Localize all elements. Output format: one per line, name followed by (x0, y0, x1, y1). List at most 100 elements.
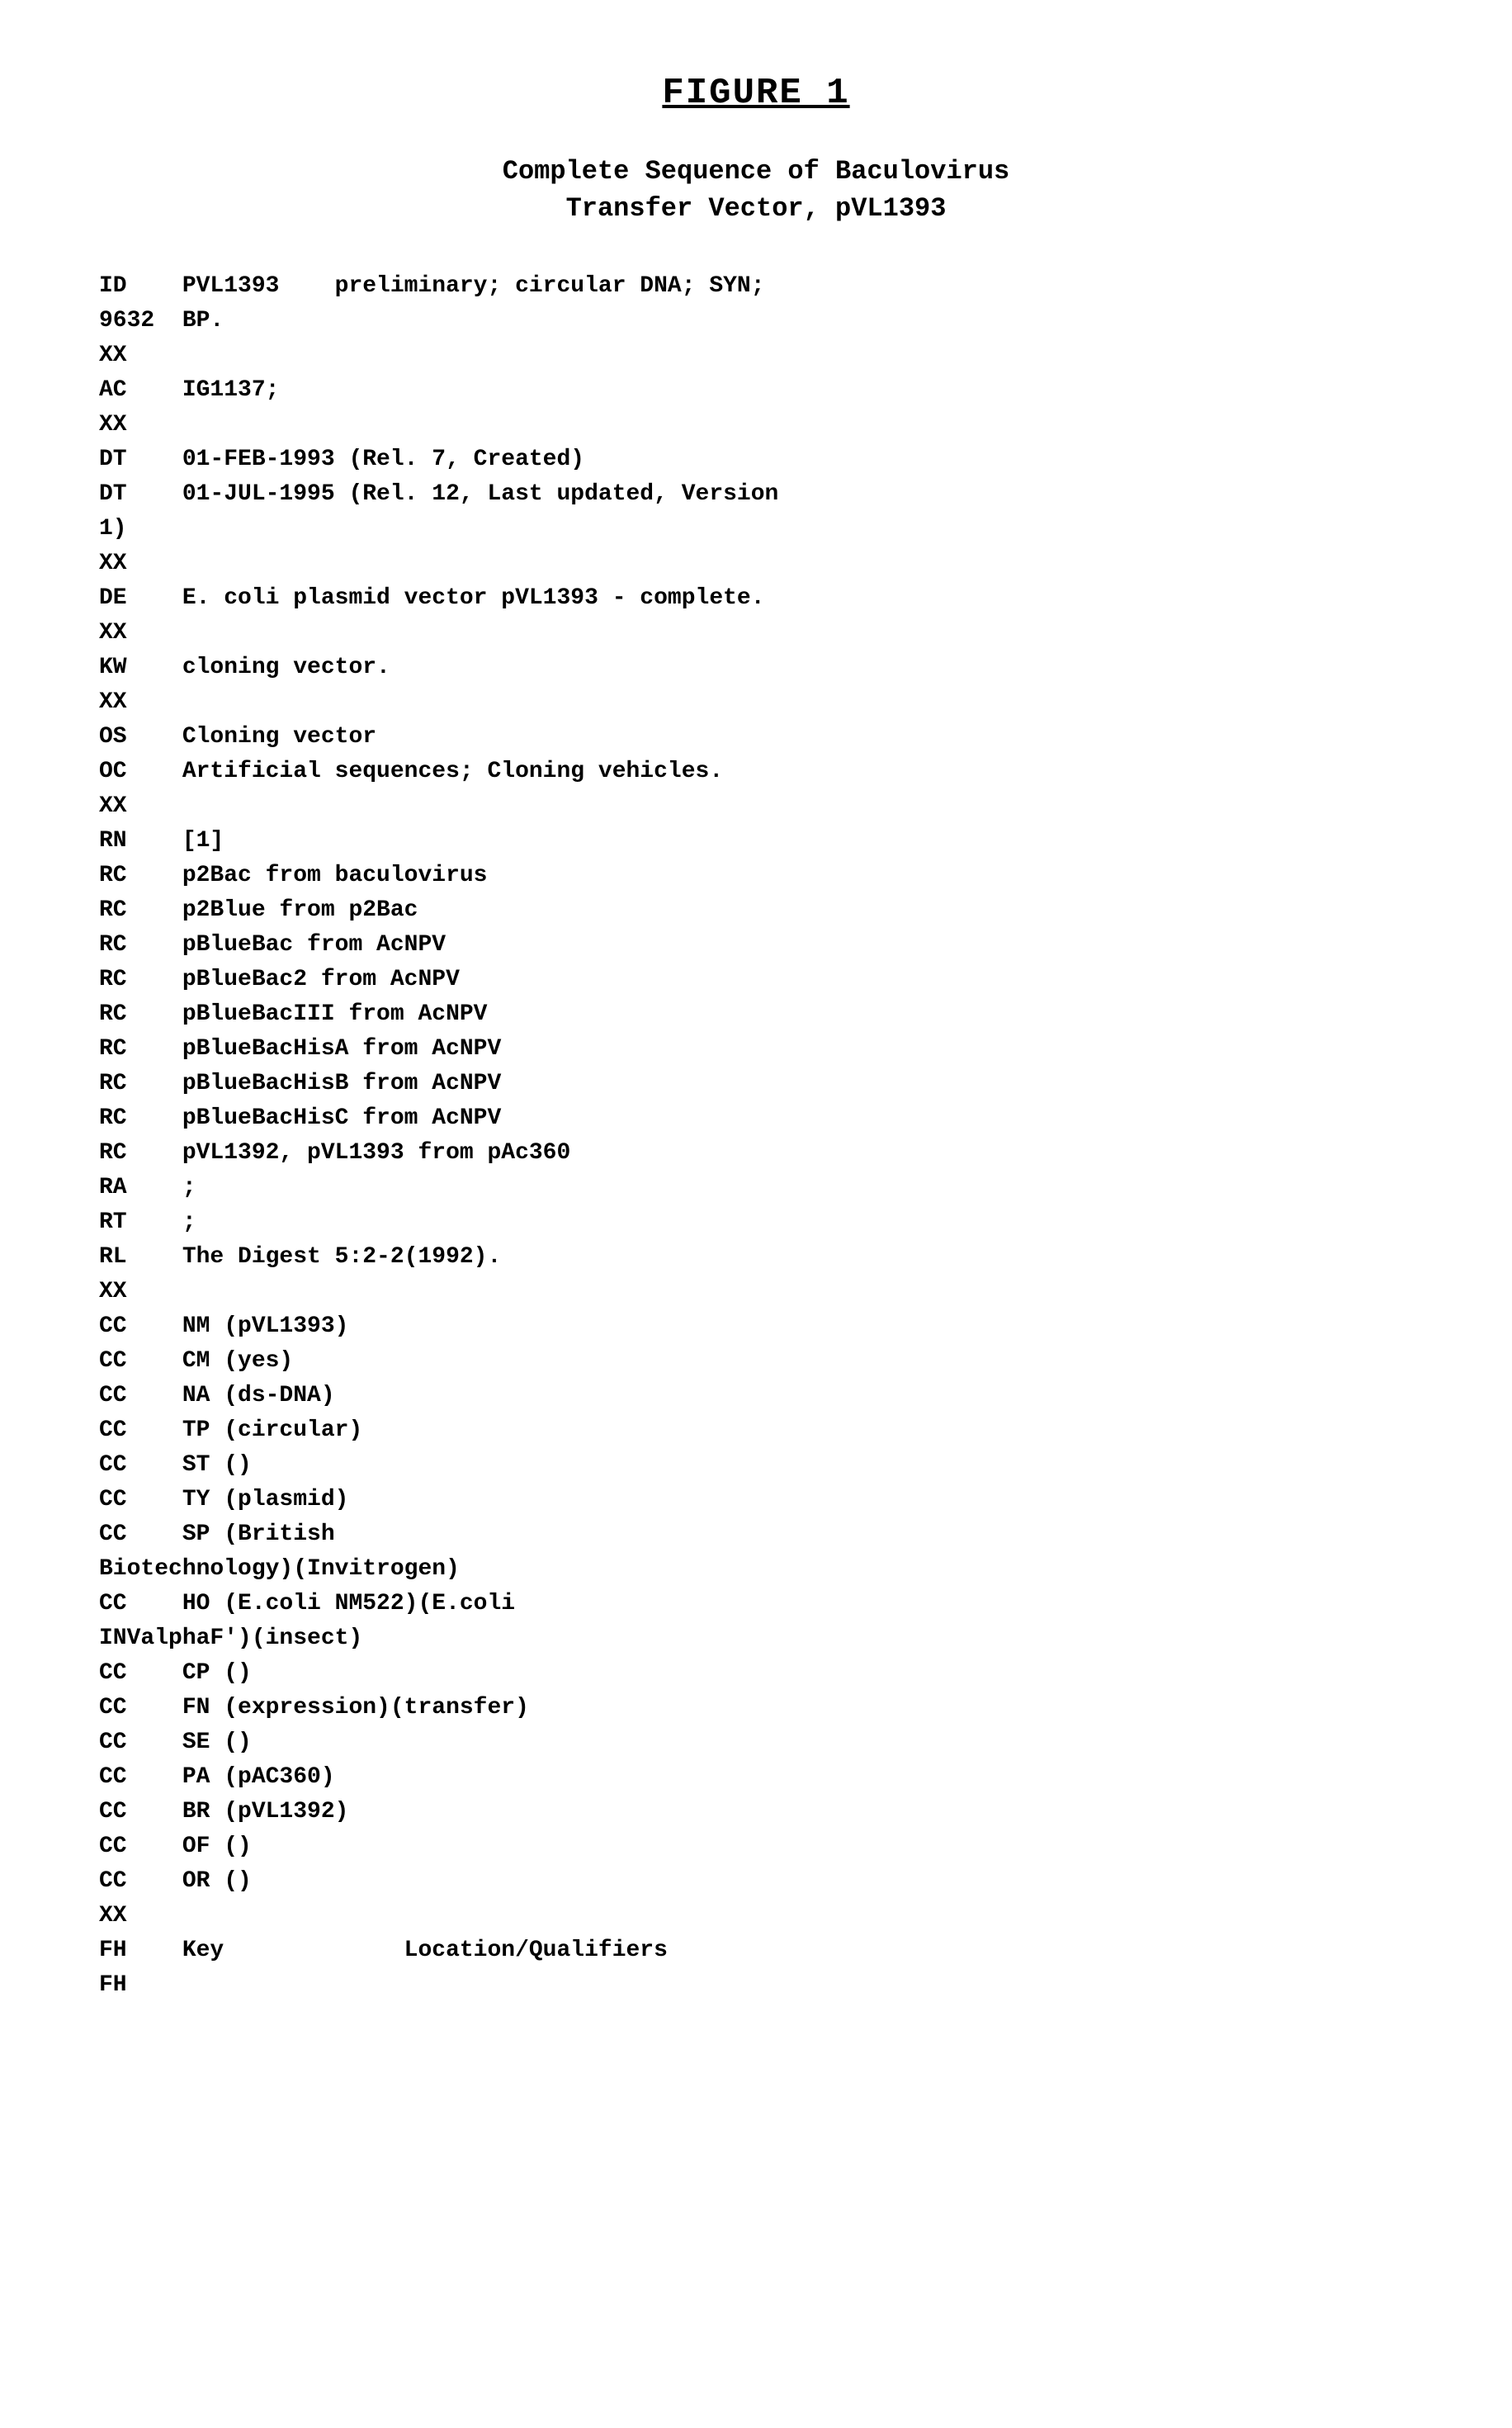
record-line: CCSE () (99, 1725, 1413, 1760)
record-line: CCSP (British (99, 1517, 1413, 1552)
record-code: RC (99, 1101, 182, 1136)
record-line: CCPA (pAC360) (99, 1760, 1413, 1795)
subtitle: Complete Sequence of Baculovirus Transfe… (302, 154, 1210, 228)
record-text: ST () (182, 1452, 252, 1478)
record-text: Artificial sequences; Cloning vehicles. (182, 759, 723, 784)
record-code: DT (99, 443, 182, 477)
record-line: CCTY (plasmid) (99, 1483, 1413, 1517)
record-text: Key Location/Qualifiers (182, 1938, 668, 1963)
record-text: ; (182, 1209, 196, 1235)
record-text: INValphaF')(insect) (99, 1626, 362, 1651)
record-code: RA (99, 1171, 182, 1205)
record-line: CCNA (ds-DNA) (99, 1379, 1413, 1413)
record-line: XX (99, 789, 1413, 824)
record-text: FN (expression)(transfer) (182, 1695, 529, 1720)
record-text: p2Bac from baculovirus (182, 863, 488, 888)
record-text: IG1137; (182, 377, 280, 403)
record-line: Biotechnology)(Invitrogen) (99, 1552, 1413, 1587)
record-line: IDPVL1393 preliminary; circular DNA; SYN… (99, 269, 1413, 304)
record-text: TY (plasmid) (182, 1487, 349, 1512)
record-text: pBlueBacIII from AcNPV (182, 1001, 488, 1027)
record-line: RCpBlueBac2 from AcNPV (99, 963, 1413, 997)
record-text: ; (182, 1175, 196, 1200)
record-code: ID (99, 269, 182, 304)
record-code: CC (99, 1517, 182, 1552)
record-line: RCpVL1392, pVL1393 from pAc360 (99, 1136, 1413, 1171)
record-line: OSCloning vector (99, 720, 1413, 755)
record-line: DT01-FEB-1993 (Rel. 7, Created) (99, 443, 1413, 477)
record-code: RC (99, 963, 182, 997)
record-text: TP (circular) (182, 1418, 362, 1443)
record-code: CC (99, 1413, 182, 1448)
record-text: E. coli plasmid vector pVL1393 - complet… (182, 585, 765, 611)
record-text: PVL1393 preliminary; circular DNA; SYN; (182, 273, 765, 299)
record-line: RCpBlueBacHisB from AcNPV (99, 1067, 1413, 1101)
record-line: RCpBlueBac from AcNPV (99, 928, 1413, 963)
record-line: DT01-JUL-1995 (Rel. 12, Last updated, Ve… (99, 477, 1413, 512)
record-text: pVL1392, pVL1393 from pAc360 (182, 1140, 570, 1166)
record-line: RCpBlueBacHisA from AcNPV (99, 1032, 1413, 1067)
record-text: BR (pVL1392) (182, 1799, 349, 1825)
record-text: 01-JUL-1995 (Rel. 12, Last updated, Vers… (182, 481, 779, 507)
record-text: BP. (182, 308, 224, 334)
record-code: RC (99, 1136, 182, 1171)
record-text: SE () (182, 1730, 252, 1755)
record-code: CC (99, 1587, 182, 1621)
record-line: RT; (99, 1205, 1413, 1240)
record-code: CC (99, 1656, 182, 1691)
record-text: pBlueBac from AcNPV (182, 932, 446, 958)
record-text: cloning vector. (182, 655, 390, 680)
record-line: XX (99, 547, 1413, 581)
record-text: PA (pAC360) (182, 1764, 335, 1790)
record-code: CC (99, 1725, 182, 1760)
record-code: XX (99, 685, 182, 720)
record-text: SP (British (182, 1522, 335, 1547)
record-line: CCCM (yes) (99, 1344, 1413, 1379)
record-line: XX (99, 408, 1413, 443)
record-text: HO (E.coli NM522)(E.coli (182, 1591, 515, 1616)
record-line: CCST () (99, 1448, 1413, 1483)
record-line: ACIG1137; (99, 373, 1413, 408)
record-code: CC (99, 1309, 182, 1344)
record-code: XX (99, 1899, 182, 1933)
record-code: FH (99, 1968, 182, 2003)
record-code: CC (99, 1864, 182, 1899)
record-line: RN[1] (99, 824, 1413, 859)
record-line: CCBR (pVL1392) (99, 1795, 1413, 1829)
record-code: AC (99, 373, 182, 408)
figure-title: FIGURE 1 (99, 66, 1413, 121)
subtitle-line1: Complete Sequence of Baculovirus (503, 156, 1010, 187)
record-code: CC (99, 1344, 182, 1379)
sequence-record: IDPVL1393 preliminary; circular DNA; SYN… (99, 269, 1413, 2003)
record-line: RLThe Digest 5:2-2(1992). (99, 1240, 1413, 1275)
record-code: XX (99, 408, 182, 443)
record-line: CCFN (expression)(transfer) (99, 1691, 1413, 1725)
record-text: pBlueBacHisA from AcNPV (182, 1036, 501, 1062)
record-line: CCOF () (99, 1829, 1413, 1864)
record-line: XX (99, 338, 1413, 373)
record-line: RCpBlueBacIII from AcNPV (99, 997, 1413, 1032)
record-line: 9632BP. (99, 304, 1413, 338)
record-line: RCpBlueBacHisC from AcNPV (99, 1101, 1413, 1136)
record-line: CCNM (pVL1393) (99, 1309, 1413, 1344)
record-code: RN (99, 824, 182, 859)
record-code: OC (99, 755, 182, 789)
record-code: CC (99, 1483, 182, 1517)
record-line: OCArtificial sequences; Cloning vehicles… (99, 755, 1413, 789)
record-line: RCp2Blue from p2Bac (99, 893, 1413, 928)
record-line: DEE. coli plasmid vector pVL1393 - compl… (99, 581, 1413, 616)
record-line: KWcloning vector. (99, 651, 1413, 685)
record-text: pBlueBacHisC from AcNPV (182, 1105, 501, 1131)
record-code: RC (99, 1067, 182, 1101)
record-code: DE (99, 581, 182, 616)
record-line: RA; (99, 1171, 1413, 1205)
record-text: pBlueBac2 from AcNPV (182, 967, 460, 992)
record-line: XX (99, 616, 1413, 651)
record-code: RC (99, 1032, 182, 1067)
record-line: 1) (99, 512, 1413, 547)
record-line: CCHO (E.coli NM522)(E.coli (99, 1587, 1413, 1621)
record-code: RL (99, 1240, 182, 1275)
record-code: CC (99, 1379, 182, 1413)
record-code: OS (99, 720, 182, 755)
record-code: RC (99, 859, 182, 893)
